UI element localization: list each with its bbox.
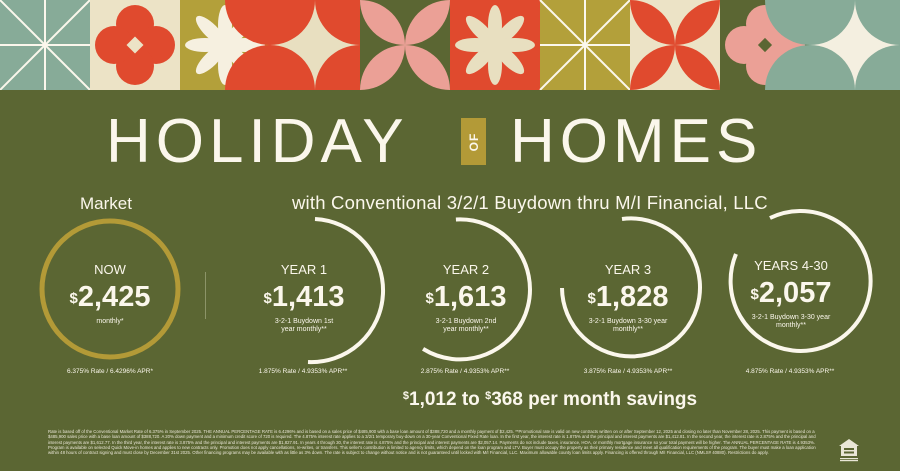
payment-card-year3: YEAR 3 $1,828 3-2-1 Buydown 3-30 year mo…	[553, 262, 703, 334]
title-homes: HOMES	[510, 107, 763, 176]
ring-year3	[560, 216, 702, 359]
card-price: $1,413	[263, 281, 345, 313]
card-note: 3-2-1 Buydown 3-30 year monthly**	[751, 314, 831, 329]
tile-leaves-red	[630, 0, 720, 90]
card-note: 3-2-1 Buydown 2nd year monthly**	[435, 318, 497, 333]
ring-year1	[307, 217, 385, 365]
card-note: 3-2-1 Buydown 3-30 year monthly**	[588, 318, 668, 333]
rate-year1: 1.875% Rate / 4.9353% APR**	[258, 368, 348, 375]
tile-lines-sage	[0, 0, 91, 90]
market-label: Market	[80, 194, 132, 213]
ring-year2	[422, 217, 532, 362]
divider	[205, 272, 206, 319]
card-label: YEARS 4-30	[754, 258, 828, 273]
card-label: YEAR 2	[442, 262, 490, 277]
card-note: monthly*	[96, 318, 124, 325]
subtitle: with Conventional 3/2/1 Buydown thru M/I…	[292, 192, 768, 213]
tile-star-red	[450, 0, 540, 90]
equal-housing-opportunity-icon	[839, 439, 859, 462]
payment-card-year2: YEAR 2 $1,613 3-2-1 Buydown 2nd year mon…	[391, 262, 541, 334]
card-label: NOW	[94, 262, 126, 277]
tile-lines-gold	[539, 0, 631, 90]
card-label: YEAR 3	[604, 262, 652, 277]
rate-years-4-30: 4.875% Rate / 4.9353% APR**	[745, 368, 835, 375]
page-title: HOLIDAY HOMES	[0, 107, 900, 176]
rate-year3: 3.875% Rate / 4.9353% APR**	[583, 368, 673, 375]
card-price: $1,828	[587, 281, 669, 313]
decorative-tile-banner	[0, 0, 900, 90]
title-holiday: HOLIDAY	[106, 107, 409, 176]
tile-diamond-sage	[765, 0, 900, 90]
tile-diamond-red	[225, 0, 405, 90]
ring-years-4-30	[728, 209, 873, 353]
title-of-badge: OF	[461, 118, 486, 165]
rate-year2: 2.875% Rate / 4.9353% APR**	[420, 368, 510, 375]
card-note: 3-2-1 Buydown 1st year monthly**	[274, 318, 334, 333]
card-price: $2,057	[750, 277, 832, 309]
disclaimer-text: Rate is based off of the Conventional Ma…	[48, 429, 816, 456]
ring-now	[39, 218, 181, 360]
payment-card-years-4-30: YEARS 4-30 $2,057 3-2-1 Buydown 3-30 yea…	[716, 258, 866, 330]
payment-card-year1: YEAR 1 $1,413 3-2-1 Buydown 1st year mon…	[229, 262, 379, 334]
card-price: $2,425	[69, 281, 151, 313]
rate-now: 6.375% Rate / 6.4296% APR*	[66, 368, 153, 375]
payment-card-now: NOW $2,425 monthly*	[35, 262, 185, 326]
savings-text: $1,012 to $368 per month savings	[402, 389, 698, 410]
card-price: $1,613	[425, 281, 507, 313]
card-label: YEAR 1	[280, 262, 328, 277]
tile-flower-red	[90, 0, 180, 90]
tile-leaves-pink	[360, 0, 450, 90]
